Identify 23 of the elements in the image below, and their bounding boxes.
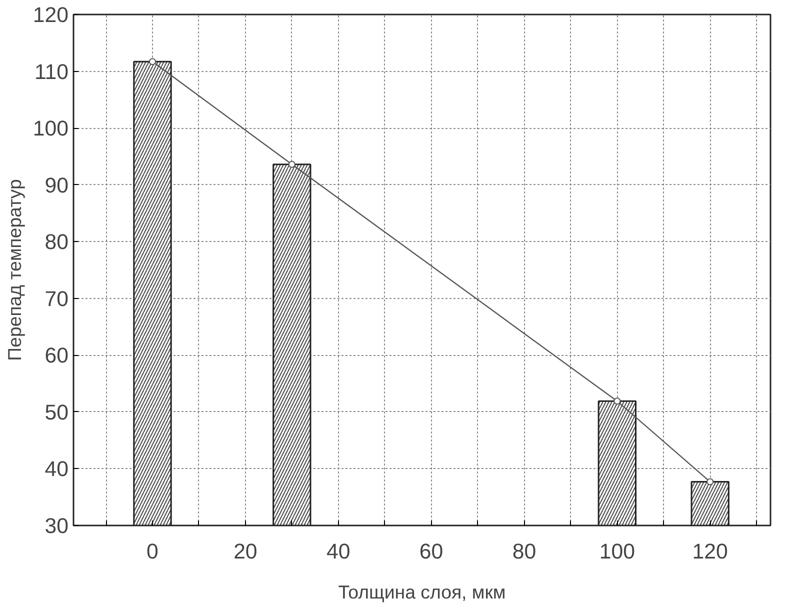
point — [614, 398, 621, 405]
y-axis-title: Перепад температур — [4, 179, 25, 361]
x-tick-label: 120 — [692, 540, 728, 564]
x-tick-label: 80 — [512, 540, 536, 564]
point — [148, 58, 156, 66]
y-tick-label: 30 — [44, 514, 69, 538]
x-tick-label: 0 — [146, 540, 159, 564]
y-tick-label: 90 — [44, 173, 69, 198]
x-tick-label: 100 — [599, 540, 636, 564]
y-tick-label: 110 — [34, 60, 69, 84]
point — [288, 160, 296, 168]
y-tick-label: 50 — [44, 400, 69, 424]
y-tick-label: 40 — [44, 457, 69, 482]
x-tick-label: 60 — [419, 540, 444, 564]
y-tick-label: 120 — [32, 3, 69, 27]
y-tick-label: 80 — [44, 230, 69, 254]
x-tick-label: 40 — [326, 540, 350, 564]
y-tick-label: 60 — [44, 344, 69, 368]
x-axis-title: Толщина слоя, мкм — [338, 582, 506, 602]
x-tick-label: 20 — [234, 540, 258, 564]
y-tick-label: 100 — [32, 116, 69, 141]
point — [706, 478, 714, 486]
y-tick-label: 70 — [44, 286, 69, 311]
